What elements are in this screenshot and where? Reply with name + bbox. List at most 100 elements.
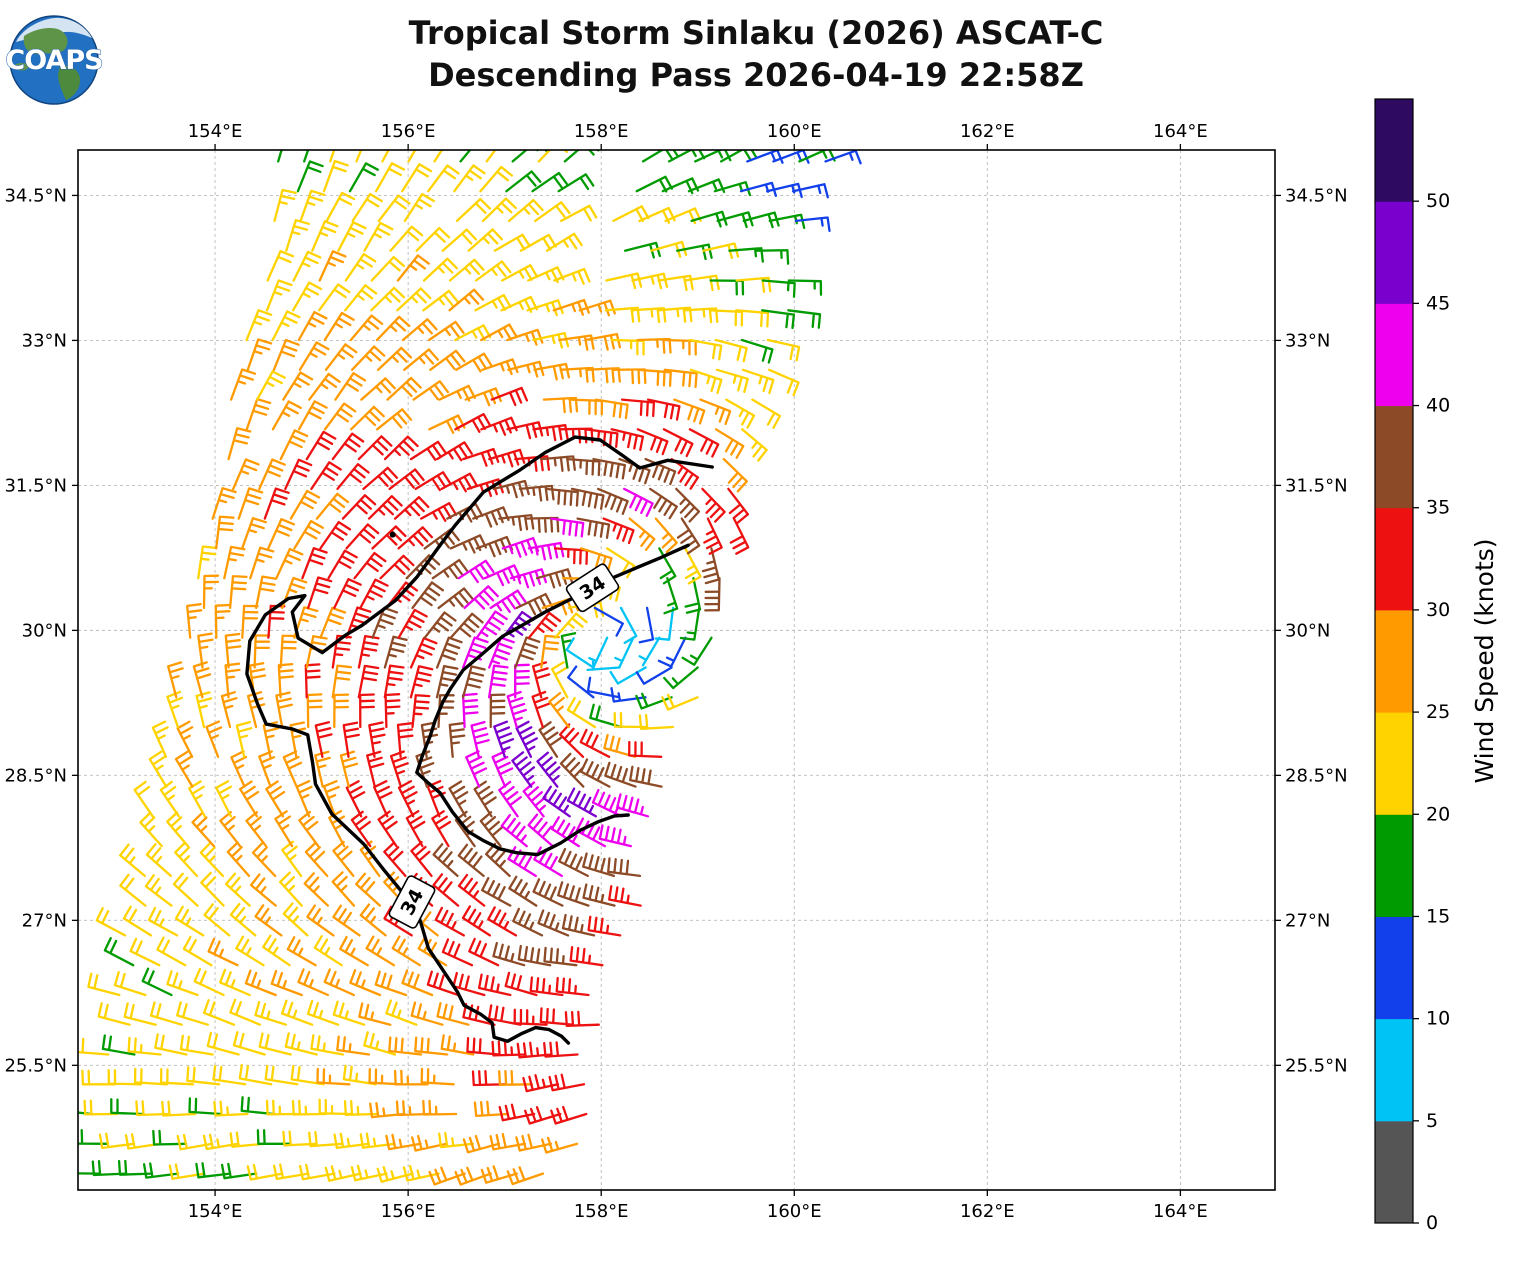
wind-barb (381, 150, 390, 163)
wind-barb (489, 589, 527, 613)
wind-barb (508, 875, 538, 907)
wind-barb (557, 881, 590, 907)
wind-barb (235, 935, 265, 967)
wind-barb (323, 968, 356, 997)
wind-barb (271, 400, 302, 431)
wind-barb (376, 1166, 414, 1183)
wind-barb (542, 396, 579, 414)
wind-barb (368, 1068, 403, 1086)
wind-barb (479, 165, 513, 193)
wind-barb (610, 338, 645, 356)
wind-barb (389, 225, 424, 252)
wind-barb (384, 693, 401, 729)
wind-barb (524, 516, 560, 533)
wind-barb (485, 842, 511, 878)
wind-barb (420, 502, 458, 522)
wind-barb (348, 162, 379, 193)
wind-barb (285, 219, 310, 252)
wind-barb (306, 999, 340, 1026)
wind-barb (661, 693, 699, 711)
wind-barb (327, 549, 358, 580)
wind-barb (389, 750, 409, 788)
wind-barb (293, 606, 319, 639)
wind-barb (167, 661, 184, 699)
wind-barb (275, 691, 294, 729)
wind-barb (501, 537, 540, 558)
wind-barb (307, 576, 333, 610)
wind-barb (279, 429, 309, 461)
wind-barb (454, 413, 492, 433)
wind-barb (514, 636, 541, 669)
wind-barb (379, 554, 415, 580)
wind-barb (620, 398, 656, 418)
wind-barb (654, 606, 675, 641)
colorbar-segment (1375, 916, 1413, 1020)
wind-barb (754, 249, 790, 265)
wind-barb (227, 427, 252, 461)
wind-barb (431, 558, 469, 580)
wind-barb (505, 170, 542, 193)
wind-barb (746, 150, 784, 164)
wind-barb (265, 780, 286, 818)
wind-barb (435, 441, 473, 462)
wind-barb (166, 811, 190, 848)
wind-barb (409, 665, 434, 699)
wind-barb (249, 873, 277, 907)
colorbar-segment (1375, 712, 1413, 815)
wind-barb (427, 164, 460, 193)
wind-barb (454, 1166, 492, 1186)
wind-barb (761, 309, 796, 330)
wind-barb (414, 471, 452, 492)
wind-barb (638, 713, 675, 730)
wind-barb (644, 457, 677, 486)
y-tick-label-left: 30°N (22, 620, 67, 641)
wind-barb (455, 197, 492, 223)
wind-barb (794, 216, 831, 233)
wind-barb (441, 938, 474, 967)
wind-barb (673, 398, 706, 425)
wind-barb (506, 328, 544, 346)
chart-title-line1: Tropical Storm Sinlaku (2026) ASCAT-C (409, 14, 1104, 52)
wind-barb (306, 693, 323, 729)
wind-barb (578, 299, 616, 317)
wind-barb (295, 780, 313, 818)
wind-barb (654, 517, 678, 554)
wind-barb (423, 611, 457, 639)
wind-barb (662, 428, 694, 458)
wind-barb (239, 780, 260, 818)
wind-barb (186, 603, 203, 639)
y-tick-label-right: 34.5°N (1285, 185, 1348, 206)
wind-barb (161, 1100, 197, 1117)
wind-barb (676, 517, 701, 555)
wind-barb (714, 428, 745, 459)
wind-barb (462, 447, 500, 467)
wind-barb (522, 1074, 560, 1093)
wind-barb (454, 324, 492, 342)
wind-barb (359, 578, 389, 610)
wind-barb (522, 781, 547, 818)
wind-barb (298, 1163, 336, 1181)
wind-barb (500, 813, 528, 848)
wind-barb (350, 810, 372, 848)
wind-barb (560, 632, 577, 669)
wind-barb (465, 750, 488, 788)
wind-barb (559, 366, 595, 383)
wind-barb (343, 1100, 379, 1116)
wind-barb (513, 1008, 548, 1026)
wind-barb (363, 221, 394, 252)
colorbar-tick-label: 25 (1426, 701, 1450, 723)
wind-barb (649, 487, 678, 520)
wind-barb (435, 636, 463, 669)
wind-barb (345, 523, 380, 550)
wind-barb (370, 286, 406, 312)
wind-barb (275, 547, 304, 580)
wind-barb (472, 506, 510, 528)
wind-barb (477, 973, 512, 997)
wind-barb (293, 519, 324, 550)
wind-barb (351, 192, 383, 223)
wind-barb (97, 1002, 131, 1026)
wind-barb (133, 1067, 169, 1086)
wind-barb (229, 902, 257, 937)
